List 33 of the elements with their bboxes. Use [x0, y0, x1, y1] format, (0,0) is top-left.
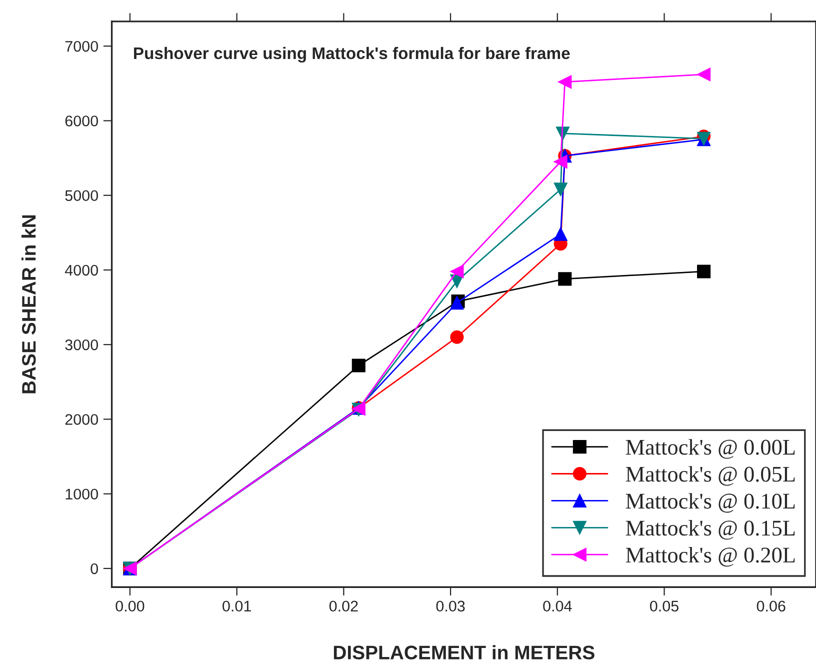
y-tick-label: 6000: [65, 116, 98, 126]
x-axis-title: DISPLACEMENT in METERS: [334, 645, 594, 660]
x-tick-label: 0.06: [756, 600, 786, 612]
legend-label: Mattock's @ 0.00L: [626, 439, 795, 459]
y-axis-title: BASE SHEAR in kN: [21, 215, 36, 394]
legend-label: Mattock's @ 0.10L: [626, 493, 795, 513]
legend-label: Mattock's @ 0.20L: [626, 546, 795, 567]
point: [558, 75, 572, 89]
legend-label: Mattock's @ 0.05L: [626, 466, 795, 486]
point: [554, 182, 568, 196]
point: [450, 264, 464, 278]
y-tick-label: 2000: [65, 414, 98, 425]
x-tick-label: 0.05: [650, 600, 678, 612]
y-tick-label: 7000: [65, 40, 98, 52]
x-tick-label: 0.03: [436, 600, 465, 612]
point: [697, 68, 711, 82]
point: [554, 154, 568, 169]
x-tick-label: 0.02: [329, 600, 358, 612]
y-tick-label: 1000: [66, 488, 98, 500]
point: [554, 227, 568, 241]
point: [352, 358, 366, 372]
y-tick-label: 5000: [65, 190, 98, 202]
y-tick-label: 3000: [65, 339, 98, 350]
x-tick-label: 0.01: [222, 600, 251, 612]
point: [450, 330, 464, 344]
y-tick-label: 0: [90, 563, 98, 574]
point: [697, 264, 711, 278]
x-tick-label: 0.00: [116, 600, 144, 612]
text: Pushover curve using Mattock's formula for bare frame: [134, 46, 570, 63]
y-tick-label: 4000: [64, 264, 98, 276]
x-tick-label: 0.04: [543, 600, 572, 612]
legend-label: Mattock's @ 0.15L: [626, 520, 795, 540]
point: [558, 272, 572, 286]
